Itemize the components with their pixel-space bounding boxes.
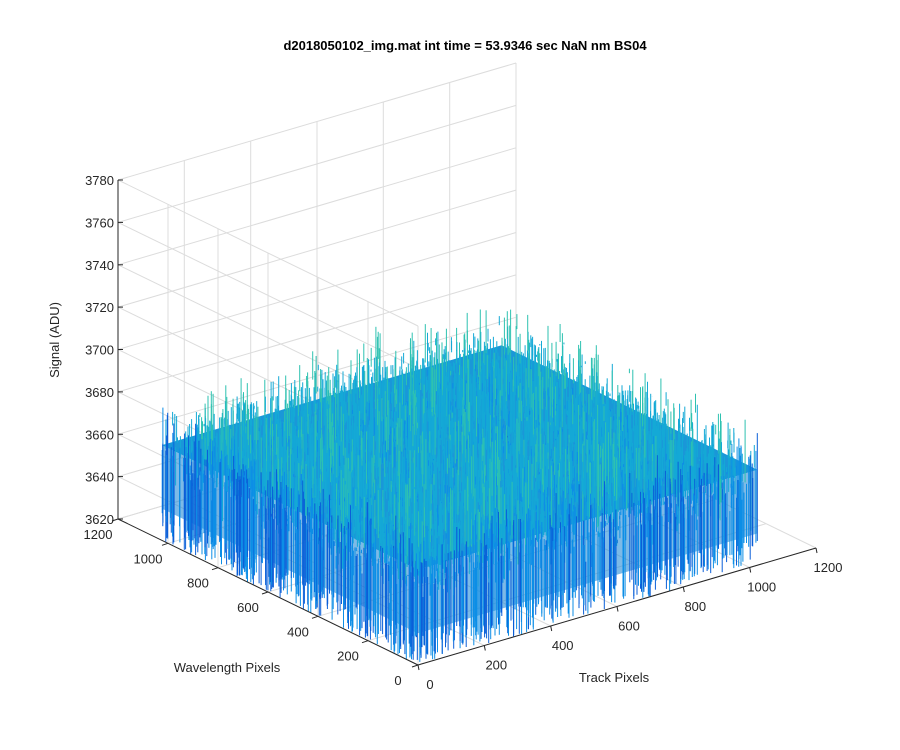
wall-grid-z-left [117, 179, 419, 327]
wall-grid-z-right [117, 62, 517, 181]
wall-grid-z-right [117, 232, 517, 350]
wall-grid-z-left [117, 221, 419, 369]
wall-grid-z-right [117, 147, 517, 266]
surface [161, 309, 758, 662]
wall-grid-z-right [117, 189, 517, 308]
wall-grid-z-right [117, 274, 517, 393]
wall-grid-z-right [117, 316, 517, 435]
wall-grid-z-right [117, 104, 517, 223]
